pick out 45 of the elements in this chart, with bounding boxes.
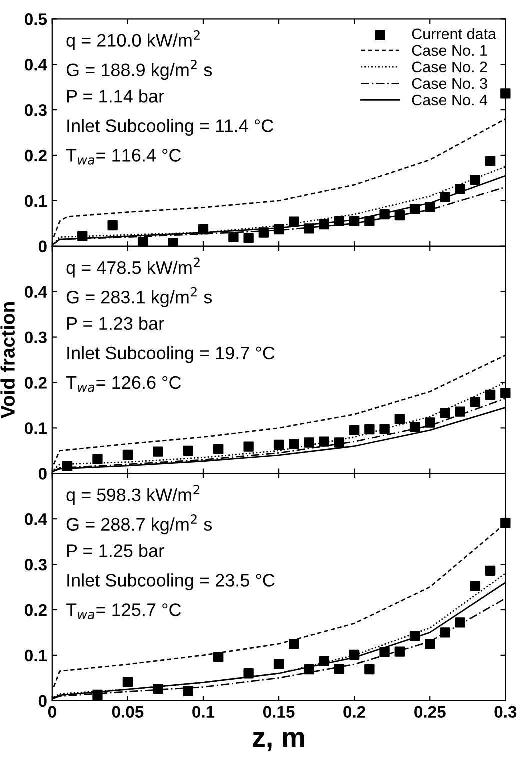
annotation: G = 288.7 kg/m$^{2}$ s [66,514,212,535]
annotation: q = 598.3 kW/m$^{2}$ [66,485,200,506]
y-tick-label: 0.3 [25,332,47,344]
y-tick-label: 0 [38,468,47,480]
legend-label: Case No. 1 [412,45,488,56]
annotation: q = 478.5 kW/m$^{2}$ [66,258,200,278]
y-tick-label: 0.2 [25,150,47,162]
annotation: q = 210.0 kW/m$^{2}$ [66,30,200,51]
annotation: Inlet Subcooling = 23.5 °C [68,574,275,590]
x-tick-label: 0.05 [112,706,144,718]
y-tick-label: 0.4 [25,286,48,298]
y-tick-label: 0.3 [25,558,47,571]
y-tick-label: 0.2 [25,604,47,616]
y-tick-label: 0.1 [25,650,48,662]
annotation: T$_{wa}$= 116.4 °C [66,149,182,165]
x-tick-label: 0.2 [344,706,366,718]
annotation: T$_{wa}$= 125.7 °C [66,604,182,620]
annotation: P = 1.14 bar [67,90,164,103]
y-tick-label: 0.5 [25,14,48,26]
x-tick-label: 0.25 [414,706,446,718]
y-axis-title: Void fraction [0,302,15,419]
x-tick-label: 0.1 [192,706,215,718]
y-tick-label: 0.4 [25,59,48,71]
y-tick-label: 0.1 [25,195,48,208]
annotation: P = 1.25 bar [67,544,164,558]
legend-label: Case No. 3 [412,78,488,90]
legend-label: Case No. 2 [412,62,488,73]
x-axis-title: z, m [253,732,304,752]
y-tick-label: 0.1 [25,422,48,434]
legend-label: Case No. 4 [412,94,488,106]
legend-label: Current data [412,28,496,40]
annotation: Inlet Subcooling = 19.7 °C [68,346,275,364]
x-tick-label: 0 [48,706,56,718]
y-tick-label: 0.4 [25,513,48,526]
annotation: T$_{wa}$= 126.6 °C [66,376,182,392]
y-tick-label: 0 [38,695,47,708]
x-tick-label: 0.15 [263,706,295,718]
y-tick-label: 0 [38,240,47,253]
annotation: G = 188.9 kg/m$^{2}$ s [66,60,212,80]
y-tick-label: 0.3 [25,104,47,116]
y-tick-label: 0.2 [25,377,47,389]
x-tick-label: 0.3 [494,706,517,718]
annotation: G = 283.1 kg/m$^{2}$ s [66,287,212,308]
annotation: Inlet Subcooling = 11.4 °C [68,119,274,136]
annotation: P = 1.23 bar [67,316,164,330]
